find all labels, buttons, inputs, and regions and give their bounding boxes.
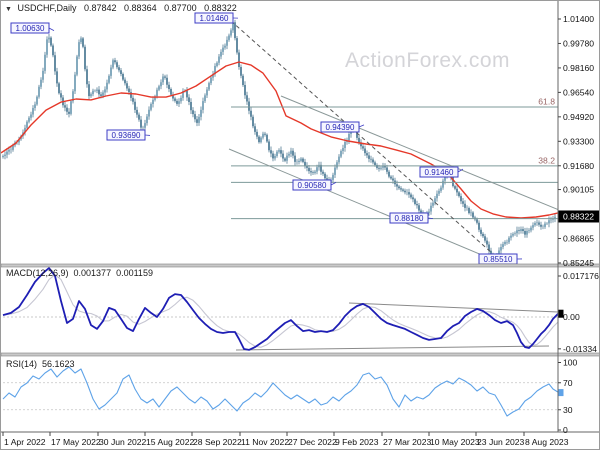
annotation-text: 0.88180 [395, 214, 424, 223]
y-axis-label: 0.93300 [563, 136, 594, 146]
macd-current-marker [558, 309, 564, 318]
annotation-box [389, 212, 429, 224]
panel-splitter[interactable] [1, 263, 600, 268]
candlestick-series [2, 19, 556, 262]
rsi-line [2, 366, 559, 417]
x-axis-date-label: 30 Jun 2022 [99, 437, 147, 447]
rsi-axis-label: 100 [563, 358, 578, 368]
price-annotation[interactable]: 0.94390 [320, 121, 365, 133]
annotation-text: 0.85510 [484, 255, 513, 264]
macd-main-line [2, 267, 559, 351]
annotation-leader [457, 168, 464, 173]
annotation-box [292, 179, 332, 191]
rsi-current-marker [558, 389, 564, 397]
rsi-panel[interactable] [3, 356, 558, 432]
price-annotation[interactable]: 0.85510 [478, 253, 523, 265]
price-axis: 1.01400 0.99780 0.98160 0.96540 0.94920 0.933… [558, 14, 599, 435]
rsi-axis-label: 30 [563, 405, 573, 415]
fib-level-label: 38.2 [538, 155, 555, 165]
annotation-leader [330, 182, 337, 186]
candle-bodies-up [2, 22, 556, 259]
y-axis-label: 0.90105 [563, 185, 594, 195]
x-axis-date-label: 11 Nov 2022 [241, 437, 289, 447]
price-annotation[interactable]: 0.93690 [106, 129, 151, 141]
candle-bodies-down [10, 22, 544, 259]
y-axis-label: 0.86865 [563, 233, 594, 243]
price-annotation[interactable]: 0.90580 [292, 179, 337, 191]
channel-trend-line[interactable] [280, 95, 559, 211]
annotation-leader [48, 27, 55, 31]
annotation-box [10, 22, 50, 34]
y-axis-label: 0.91680 [563, 161, 594, 171]
y-axis-label: 0.98160 [563, 63, 594, 73]
current-price-text: 0.88322 [563, 211, 594, 221]
y-axis-label: 0.85245 [563, 258, 594, 268]
y-axis-label: 0.96540 [563, 87, 594, 97]
annotation-text: 0.94390 [326, 123, 355, 132]
y-axis-label: 0.94920 [563, 112, 594, 122]
macd-trend-line[interactable] [348, 302, 559, 313]
annotation-leader [358, 124, 365, 128]
macd-panel[interactable] [3, 267, 558, 353]
macd-axis-label: 0.00 [563, 312, 580, 322]
x-axis-date-label: 1 Apr 2022 [4, 437, 46, 447]
x-axis-date-label: 28 Sep 2022 [193, 437, 242, 447]
price-annotation[interactable]: 0.91460 [419, 166, 464, 178]
panel-splitter[interactable] [1, 352, 600, 357]
y-axis-label: 1.01400 [563, 14, 594, 24]
annotation-box [106, 129, 146, 141]
annotation-text: 1.00630 [16, 24, 45, 33]
x-axis-date-label: 23 Jun 2023 [477, 437, 525, 447]
y-axis-label: 0.99780 [563, 38, 594, 48]
x-axis-date-label: 27 Mar 2023 [383, 437, 431, 447]
rsi-axis-label: 0 [563, 425, 568, 435]
x-axis-date-label: 10 May 2023 [430, 437, 480, 447]
dashed-trend-line[interactable] [230, 20, 494, 255]
moving-average-line [1, 61, 559, 219]
macd-trend-line[interactable] [235, 345, 550, 351]
annotation-text: 0.93690 [112, 131, 141, 140]
annotation-text: 0.91460 [425, 168, 454, 177]
annotation-box [320, 121, 360, 133]
x-axis-date-label: 17 May 2022 [51, 437, 101, 447]
x-axis-date-label: 9 Feb 2023 [335, 437, 379, 447]
annotation-text: 1.01460 [200, 14, 229, 23]
macd-axis-label: 0.017176 [563, 271, 599, 281]
x-axis-date-label: 15 Aug 2022 [146, 437, 194, 447]
annotation-leader [427, 217, 434, 220]
rsi-axis-label: 70 [563, 378, 573, 388]
price-annotation[interactable]: 1.00630 [10, 22, 55, 34]
price-annotation[interactable]: 1.01460 [194, 12, 239, 24]
x-axis-date-label: 27 Dec 2022 [288, 437, 337, 447]
fib-level-label: 61.8 [538, 97, 555, 107]
main-chart-panel[interactable] [3, 2, 558, 264]
macd-axis-label: -0.01334 [563, 344, 597, 354]
x-axis-date-label: 8 Aug 2023 [525, 437, 569, 447]
annotation-text: 0.90580 [298, 181, 327, 190]
channel-trend-line[interactable] [228, 148, 502, 264]
annotation-box [194, 12, 234, 24]
price-annotation[interactable]: 0.88180 [389, 212, 434, 224]
annotation-box [419, 166, 459, 178]
current-price-tag [558, 210, 599, 223]
